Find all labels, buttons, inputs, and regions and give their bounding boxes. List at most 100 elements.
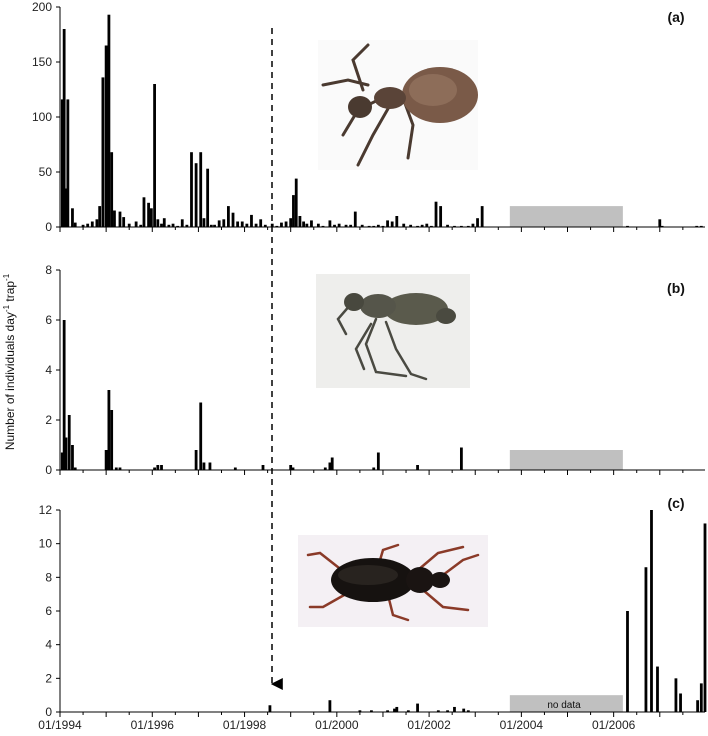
bar — [358, 710, 362, 712]
bar — [330, 457, 334, 470]
bar — [240, 221, 244, 227]
bar — [703, 523, 707, 712]
bar — [153, 84, 156, 227]
bar — [114, 467, 118, 470]
bar — [386, 220, 389, 227]
bar — [360, 224, 364, 227]
bar — [202, 218, 206, 227]
y-axis-label: Number of individuals day-1 trap-1 — [2, 273, 17, 450]
bar — [658, 219, 662, 227]
bar — [386, 710, 389, 712]
panel-b-label: (b) — [667, 280, 685, 296]
bar — [110, 152, 114, 227]
y-tick-label: 2 — [45, 413, 52, 427]
bar — [699, 225, 703, 227]
bar — [289, 218, 293, 227]
bar — [190, 152, 193, 227]
y-tick-label: 8 — [45, 570, 52, 584]
bar — [66, 99, 70, 227]
bar — [409, 224, 413, 227]
bar — [110, 410, 114, 470]
bar — [439, 206, 443, 227]
bar — [64, 188, 68, 227]
bar — [71, 445, 74, 470]
bar — [321, 225, 325, 227]
bar — [62, 320, 66, 470]
bar — [268, 705, 272, 712]
bar — [206, 168, 210, 227]
bar — [270, 223, 274, 227]
bar — [333, 224, 336, 227]
y-tick-label: 100 — [32, 110, 52, 124]
y-tick-label: 0 — [45, 220, 52, 234]
ground-beetle-photo — [298, 535, 488, 627]
x-tick-label: 01/2004 — [500, 718, 544, 732]
bar — [156, 465, 160, 470]
bar — [453, 706, 456, 712]
bar — [162, 218, 166, 227]
bar — [425, 223, 429, 227]
bar — [60, 99, 64, 227]
bar — [194, 163, 198, 227]
bar — [160, 465, 163, 470]
bar — [98, 206, 102, 227]
bar — [349, 224, 353, 227]
bar — [122, 217, 126, 227]
bar — [194, 450, 198, 470]
bar — [656, 666, 659, 712]
bar — [233, 467, 237, 470]
bar — [446, 710, 449, 712]
x-tick-label: 01/1996 — [131, 718, 175, 732]
x-tick-label: 01/2002 — [407, 718, 451, 732]
bar — [416, 465, 419, 470]
bar — [376, 224, 380, 227]
bar — [199, 152, 203, 227]
bar — [101, 77, 105, 228]
y-tick-label: 4 — [45, 363, 52, 377]
bar — [222, 219, 226, 227]
bar — [291, 467, 295, 470]
bar — [476, 218, 479, 227]
bar — [142, 197, 146, 227]
y-tick-label: 150 — [32, 55, 52, 69]
bar — [90, 221, 94, 227]
bar — [305, 223, 309, 227]
bar — [213, 224, 216, 227]
y-tick-label: 6 — [45, 604, 52, 618]
bar — [353, 211, 357, 227]
y-tick-label: 12 — [39, 503, 53, 517]
bar — [626, 225, 629, 227]
bar — [480, 206, 484, 227]
no-data-label: no data — [547, 700, 581, 711]
bar — [73, 467, 77, 470]
y-tick-label: 0 — [45, 705, 52, 719]
bar — [134, 221, 138, 227]
x-tick-label: 01/2000 — [315, 718, 359, 732]
bar — [316, 223, 320, 227]
bar — [376, 452, 380, 470]
bar — [118, 467, 122, 470]
bar — [393, 708, 396, 712]
bar — [446, 224, 449, 227]
y-tick-label: 0 — [45, 463, 52, 477]
bar — [459, 447, 463, 470]
panel-a: 0 50 100 150 200 — [32, 0, 705, 234]
y-tick-label: 10 — [39, 537, 53, 551]
bar — [118, 211, 122, 227]
y-tick-label: 200 — [32, 0, 52, 14]
bar — [199, 402, 203, 470]
bar — [86, 223, 90, 227]
bar — [275, 225, 279, 227]
bar — [127, 223, 131, 227]
bar — [171, 223, 175, 227]
ant-photo — [318, 40, 478, 170]
bar — [298, 216, 302, 227]
bar — [420, 224, 424, 227]
bar — [245, 223, 249, 227]
bar — [280, 222, 283, 227]
bar — [453, 225, 456, 227]
x-tick-label: 01/2006 — [592, 718, 636, 732]
bar — [261, 465, 265, 470]
bar — [176, 225, 180, 227]
